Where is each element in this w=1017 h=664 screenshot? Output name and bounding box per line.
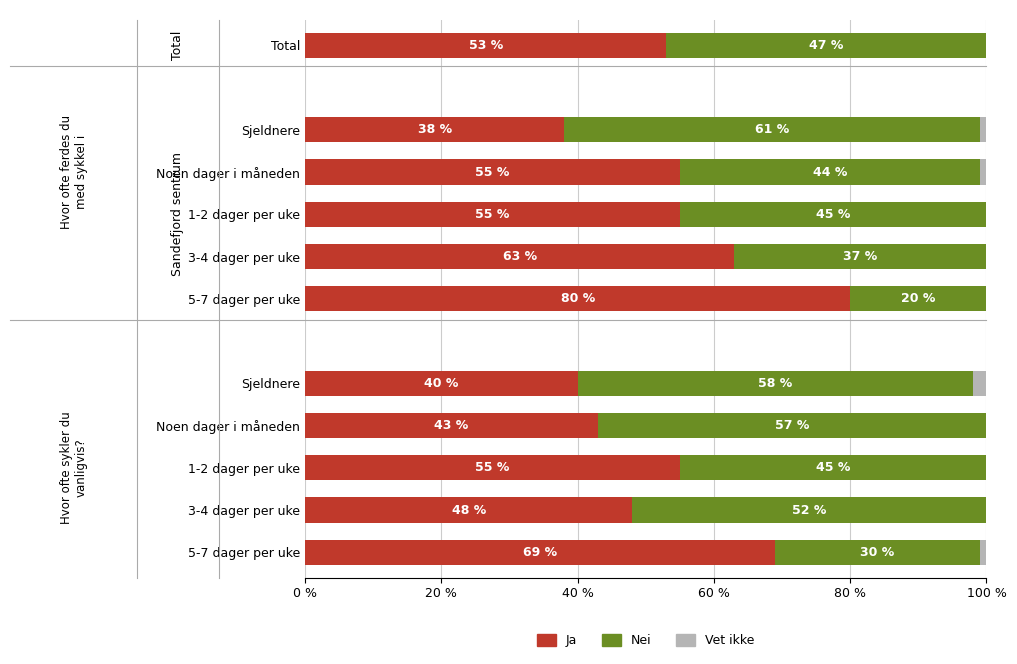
Bar	[305, 202, 680, 227]
Legend: Ja, Nei, Vet ikke: Ja, Nei, Vet ikke	[532, 629, 760, 652]
Bar	[305, 455, 680, 481]
Bar	[680, 159, 979, 185]
Text: 55 %: 55 %	[475, 208, 510, 221]
Bar	[305, 159, 680, 185]
Text: 20 %: 20 %	[901, 292, 936, 305]
Bar	[775, 540, 979, 565]
Text: 40 %: 40 %	[424, 376, 459, 390]
Text: 55 %: 55 %	[475, 461, 510, 474]
Text: 53 %: 53 %	[469, 39, 502, 52]
Bar	[305, 244, 734, 269]
Bar	[305, 117, 564, 143]
Text: 30 %: 30 %	[860, 546, 895, 559]
Text: 44 %: 44 %	[813, 165, 847, 179]
Bar	[973, 371, 986, 396]
Bar	[564, 117, 979, 143]
Bar	[680, 455, 986, 481]
Text: 52 %: 52 %	[792, 503, 827, 517]
Text: Hvor ofte ferdes du
med sykkel i: Hvor ofte ferdes du med sykkel i	[60, 115, 87, 229]
Text: 47 %: 47 %	[810, 39, 843, 52]
Text: 61 %: 61 %	[755, 124, 789, 136]
Bar	[850, 286, 986, 311]
Text: 43 %: 43 %	[434, 419, 469, 432]
Bar	[598, 413, 986, 438]
Bar	[305, 371, 578, 396]
Bar	[578, 371, 973, 396]
Bar	[633, 497, 986, 523]
Bar	[979, 117, 986, 143]
Text: 57 %: 57 %	[775, 419, 810, 432]
Text: 63 %: 63 %	[502, 250, 537, 263]
Bar	[305, 540, 775, 565]
Text: 58 %: 58 %	[758, 376, 792, 390]
Text: 38 %: 38 %	[418, 124, 452, 136]
Text: 80 %: 80 %	[560, 292, 595, 305]
Bar	[979, 159, 986, 185]
Text: 69 %: 69 %	[523, 546, 557, 559]
Text: 55 %: 55 %	[475, 165, 510, 179]
Bar	[666, 33, 986, 58]
Text: 45 %: 45 %	[816, 461, 850, 474]
Bar	[305, 286, 850, 311]
Text: Hvor ofte sykler du
vanligvis?: Hvor ofte sykler du vanligvis?	[60, 412, 87, 524]
Text: 45 %: 45 %	[816, 208, 850, 221]
Text: Total: Total	[172, 31, 184, 60]
Bar	[305, 413, 598, 438]
Bar	[305, 497, 633, 523]
Bar	[680, 202, 986, 227]
Text: Sandefjord sentrum: Sandefjord sentrum	[172, 152, 184, 276]
Bar	[305, 33, 666, 58]
Bar	[734, 244, 986, 269]
Bar	[979, 540, 986, 565]
Text: 37 %: 37 %	[843, 250, 878, 263]
Text: 48 %: 48 %	[452, 503, 486, 517]
